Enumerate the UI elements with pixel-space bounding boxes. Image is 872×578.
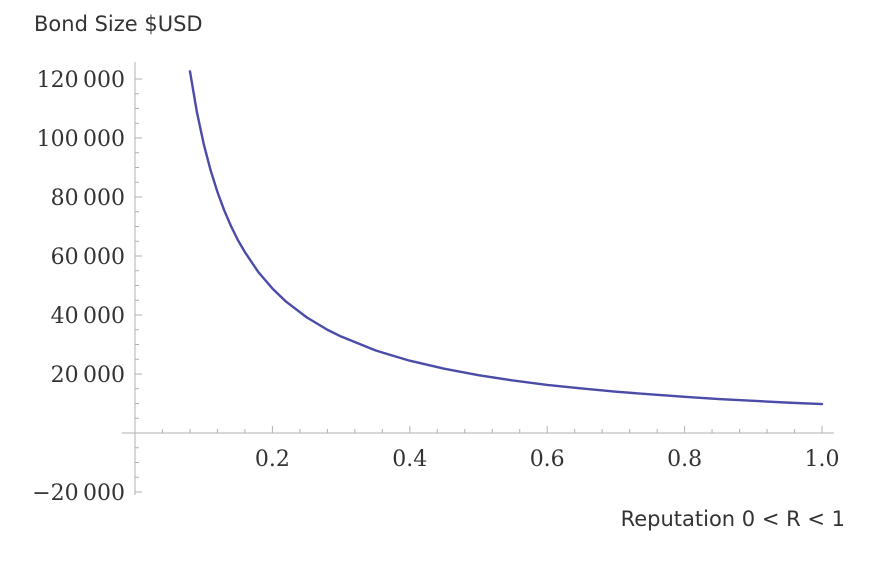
- y-tick-label: 80 000: [51, 186, 125, 211]
- y-axis-title: Bond Size $USD: [34, 12, 203, 36]
- y-tick-label: 120 000: [37, 68, 125, 93]
- y-tick-label: 40 000: [51, 304, 125, 329]
- series: [188, 70, 824, 406]
- x-tick-label: 0.6: [530, 447, 565, 472]
- ticks: [135, 78, 823, 493]
- x-tick-label: 0.4: [392, 447, 427, 472]
- series-line: [188, 70, 824, 406]
- y-tick-label: −20 000: [32, 481, 125, 506]
- y-tick-label: 20 000: [51, 363, 125, 388]
- x-tick-label: 0.2: [255, 447, 290, 472]
- x-tick-label: 0.8: [667, 447, 702, 472]
- x-tick-label: 1.0: [805, 447, 840, 472]
- y-tick-label: 100 000: [37, 127, 125, 152]
- x-axis-title: Reputation 0 < R < 1: [621, 507, 845, 531]
- tick-labels: 0.2 0.4 0.6 0.8 1.0 −20 000 20 000 40 000 60 000…: [32, 68, 839, 506]
- y-tick-label: 60 000: [51, 245, 125, 270]
- axes: [122, 62, 834, 495]
